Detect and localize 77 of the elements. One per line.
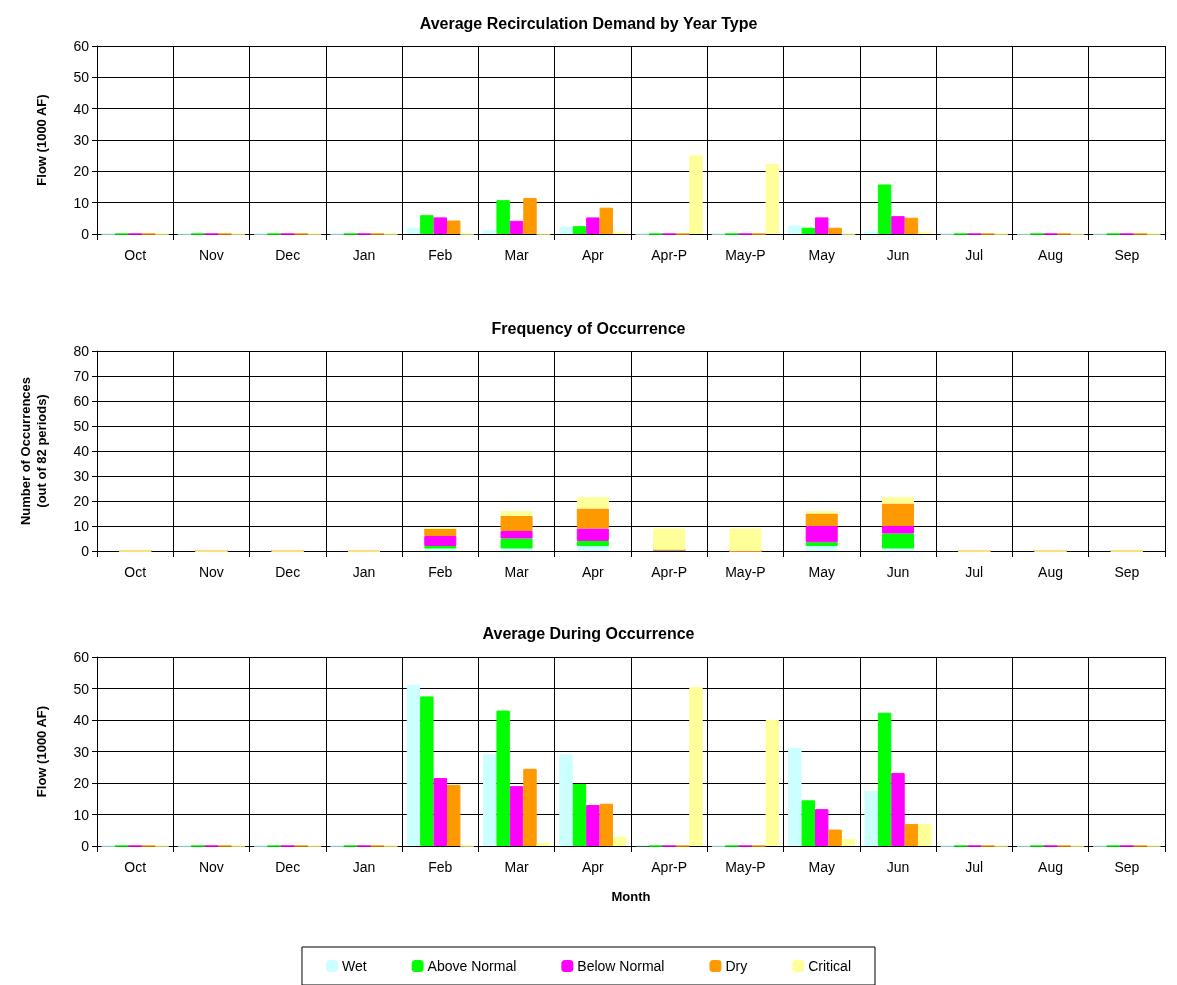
y-tick-label: 50 <box>73 418 90 434</box>
x-tick-label: Jan <box>352 564 376 580</box>
x-tick-label: Apr-P <box>651 247 688 263</box>
y-tick-label: 30 <box>73 743 90 760</box>
x-tick-label: May <box>808 859 835 875</box>
y-tick-label: 50 <box>73 69 90 86</box>
x-tick-label: May <box>808 564 835 580</box>
y-tick-label: 30 <box>73 132 90 148</box>
x-tick-label: Jul <box>965 247 984 263</box>
y-tick-label: 30 <box>73 468 90 484</box>
y-tick-label: 0 <box>81 838 90 854</box>
y-tick-label: 60 <box>73 649 90 665</box>
x-tick-label: Jul <box>965 564 984 580</box>
y-tick-label: 10 <box>73 806 90 823</box>
x-tick-label: Feb <box>428 247 453 263</box>
legend-label: Critical <box>808 958 852 974</box>
chart-title: Average During Occurrence <box>482 624 695 642</box>
x-tick-label: Apr <box>581 564 605 580</box>
legend-label: Above Normal <box>427 958 517 974</box>
y-tick-label: 10 <box>73 194 90 211</box>
y-axis-title: Flow (1000 AF) <box>33 705 49 798</box>
x-tick-label: Apr <box>581 247 605 263</box>
y-tick-label: 80 <box>73 343 90 359</box>
x-tick-label: Jul <box>965 859 984 875</box>
x-tick-label: Nov <box>198 564 224 580</box>
x-tick-label: Sep <box>1114 247 1140 263</box>
x-tick-label: May <box>808 247 835 263</box>
x-tick-label: Nov <box>198 859 224 875</box>
x-tick-label: Jun <box>886 859 910 875</box>
x-axis-title: Month <box>611 889 651 904</box>
x-tick-label: Feb <box>428 859 453 875</box>
y-tick-label: 40 <box>73 100 90 117</box>
x-tick-label: Jan <box>352 247 376 263</box>
y-tick-label: 70 <box>73 368 90 384</box>
x-tick-label: May-P <box>725 247 766 263</box>
x-tick-label: Jan <box>352 859 376 875</box>
y-tick-label: 10 <box>73 518 90 534</box>
y-axis-title: Number of Occurrences (out of 82 periods) <box>17 376 49 526</box>
legend-label: Below Normal <box>577 958 665 974</box>
chart-title: Frequency of Occurrence <box>491 319 686 337</box>
y-tick-label: 60 <box>73 38 90 54</box>
x-tick-label: Mar <box>504 247 529 263</box>
x-tick-label: Dec <box>275 859 301 875</box>
x-tick-label: Jun <box>886 247 910 263</box>
x-tick-label: Mar <box>504 564 529 580</box>
x-tick-label: Aug <box>1038 859 1064 875</box>
x-tick-label: Oct <box>124 247 147 263</box>
y-tick-label: 50 <box>73 680 90 697</box>
y-tick-label: 20 <box>73 493 90 509</box>
x-tick-label: Mar <box>504 859 529 875</box>
x-tick-label: Sep <box>1114 859 1140 875</box>
x-tick-label: Sep <box>1114 564 1140 580</box>
x-tick-label: Aug <box>1038 564 1064 580</box>
y-axis-title: Flow (1000 AF) <box>33 94 49 186</box>
y-tick-label: 20 <box>73 775 90 791</box>
chart-title: Average Recirculation Demand by Year Type <box>419 14 758 32</box>
x-tick-label: Dec <box>275 564 301 580</box>
y-tick-label: 20 <box>73 163 90 180</box>
x-tick-label: May-P <box>725 859 766 875</box>
x-tick-label: Jun <box>886 564 910 580</box>
y-tick-label: 40 <box>73 712 90 728</box>
y-tick-label: 0 <box>81 226 90 242</box>
y-tick-label: 0 <box>81 543 90 559</box>
x-tick-label: Apr-P <box>651 564 688 580</box>
y-tick-label: 40 <box>73 443 90 459</box>
legend-label: Wet <box>341 958 367 974</box>
x-tick-label: May-P <box>725 564 766 580</box>
x-tick-label: Oct <box>124 859 147 875</box>
x-tick-label: Dec <box>275 247 301 263</box>
x-tick-label: Oct <box>124 564 147 580</box>
x-tick-label: Apr <box>581 859 605 875</box>
x-tick-label: Aug <box>1038 247 1064 263</box>
y-tick-label: 60 <box>73 393 90 409</box>
x-tick-label: Apr-P <box>651 859 688 875</box>
x-tick-label: Feb <box>428 564 453 580</box>
legend-label: Dry <box>725 958 748 974</box>
x-tick-label: Nov <box>198 247 224 263</box>
